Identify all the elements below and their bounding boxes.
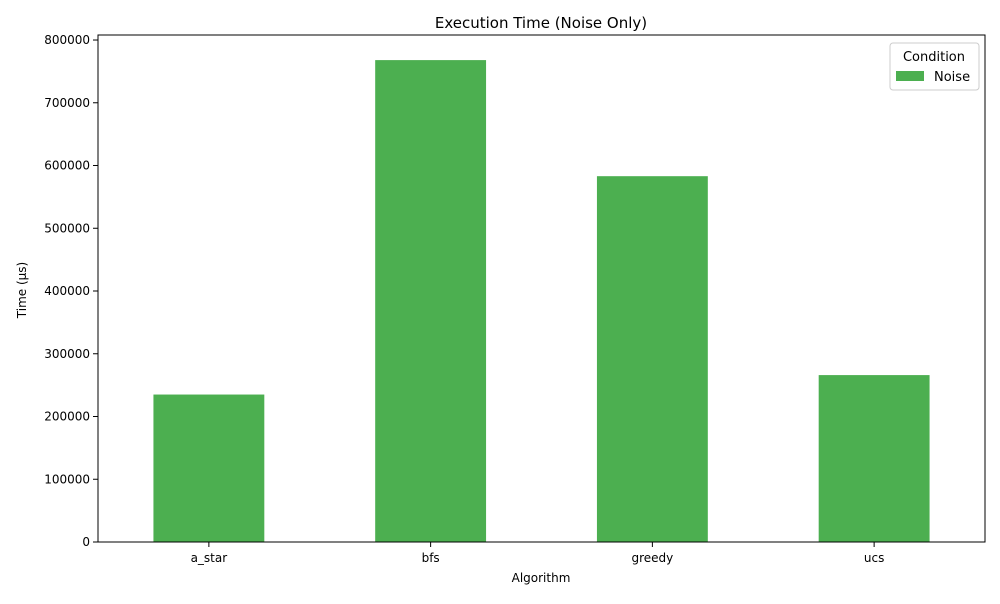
legend-label-noise: Noise xyxy=(934,70,970,85)
bar-bfs xyxy=(375,60,487,543)
bar-a-star xyxy=(153,394,265,542)
plot-frame xyxy=(97,34,986,543)
y-tick-label: 200000 xyxy=(44,410,90,424)
y-tick-label: 800000 xyxy=(44,33,90,47)
y-tick-label: 400000 xyxy=(44,284,90,298)
y-tick-label: 500000 xyxy=(44,221,90,235)
x-tick-label: ucs xyxy=(864,551,884,565)
y-axis: 0 100000 200000 300000 400000 500000 600000 700… xyxy=(44,33,98,549)
y-tick-label: 600000 xyxy=(44,159,90,173)
y-tick-label: 300000 xyxy=(44,347,90,361)
x-tick-label: a_star xyxy=(191,551,228,565)
bar-ucs xyxy=(818,375,930,542)
y-tick-label: 100000 xyxy=(44,472,90,486)
legend: Condition Noise xyxy=(889,42,980,91)
y-tick-label: 0 xyxy=(82,535,90,549)
x-axis: a_star bfs greedy ucs xyxy=(191,542,884,565)
legend-title: Condition xyxy=(903,50,965,65)
x-tick-label: bfs xyxy=(422,551,440,565)
x-axis-label: Algorithm xyxy=(512,571,571,585)
chart-title: Execution Time (Noise Only) xyxy=(435,14,647,32)
y-tick-label: 700000 xyxy=(44,96,90,110)
y-axis-label: Time (µs) xyxy=(15,262,29,319)
x-tick-label: greedy xyxy=(631,551,673,565)
legend-swatch-noise xyxy=(896,71,924,81)
bars-group xyxy=(153,60,930,543)
bar-greedy xyxy=(596,176,708,542)
